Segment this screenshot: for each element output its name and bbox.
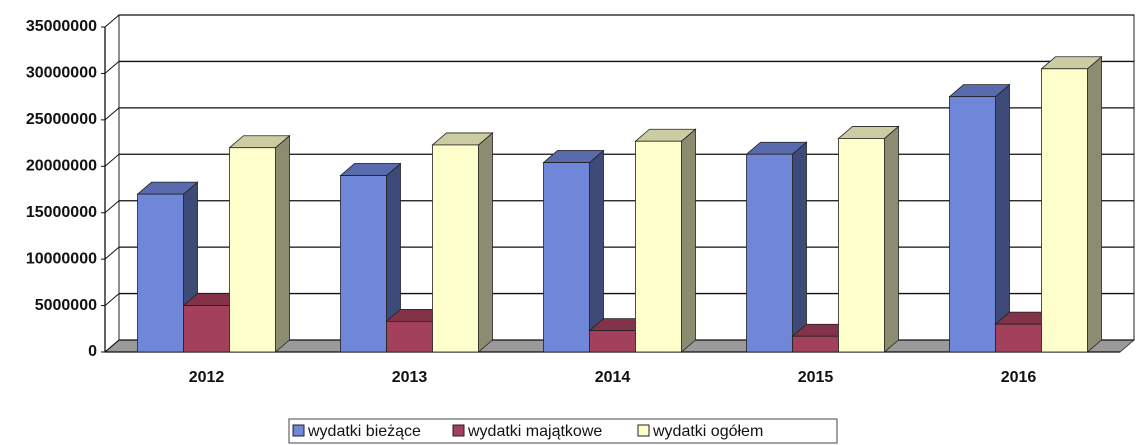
- bar: [589, 330, 636, 353]
- legend-label: wydatki ogółem: [652, 423, 763, 440]
- y-tick-label: 15000000: [26, 204, 97, 221]
- bar-side: [275, 134, 290, 353]
- grid-line-side: [104, 293, 120, 306]
- legend-label: wydatki majątkowe: [467, 423, 602, 440]
- grid-line-side: [104, 339, 120, 353]
- x-tick-label: 2012: [189, 369, 225, 386]
- bar: [792, 335, 839, 353]
- bar: [229, 147, 276, 353]
- bar: [543, 162, 590, 353]
- x-tick-label: 2016: [1001, 369, 1037, 386]
- y-tick-label: 30000000: [26, 65, 97, 82]
- grid-line-side: [104, 14, 120, 28]
- bar: [949, 96, 996, 353]
- grid-line-side: [104, 153, 120, 167]
- bar: [432, 144, 479, 353]
- y-tick-label: 35000000: [26, 18, 97, 35]
- y-tick-label: 25000000: [26, 111, 97, 128]
- grid-line-side: [104, 200, 120, 214]
- y-tick-label: 0: [88, 343, 97, 360]
- x-tick-label: 2015: [798, 369, 834, 386]
- bar-side: [1087, 55, 1102, 353]
- bar-side: [884, 125, 899, 353]
- grid-line-side: [104, 107, 120, 121]
- legend-swatch: [452, 424, 465, 437]
- bar-side: [995, 83, 1010, 353]
- bar: [838, 138, 885, 353]
- bar: [746, 153, 793, 353]
- bar-side: [681, 128, 696, 353]
- bar: [1041, 68, 1088, 353]
- bar-side: [792, 141, 807, 353]
- bar: [340, 175, 387, 353]
- y-tick-label: 10000000: [26, 250, 97, 267]
- y-tick-label: 20000000: [26, 158, 97, 175]
- legend-frame: [288, 418, 838, 444]
- legend-swatch: [292, 424, 305, 437]
- bar-side: [478, 132, 493, 353]
- bar: [386, 320, 433, 353]
- legend-swatch: [637, 424, 650, 437]
- bar: [995, 323, 1042, 353]
- bar: [635, 140, 682, 353]
- x-tick-label: 2013: [392, 369, 428, 386]
- legend-label: wydatki bieżące: [307, 423, 421, 440]
- y-tick-label: 5000000: [35, 297, 97, 314]
- x-tick-label: 2014: [595, 369, 631, 386]
- legend: wydatki bieżące wydatki majątkowe wydatki …: [288, 418, 838, 444]
- grid-line-side: [104, 61, 120, 74]
- grid-line-side: [104, 246, 120, 260]
- bar: [183, 305, 230, 353]
- bar: [137, 193, 184, 353]
